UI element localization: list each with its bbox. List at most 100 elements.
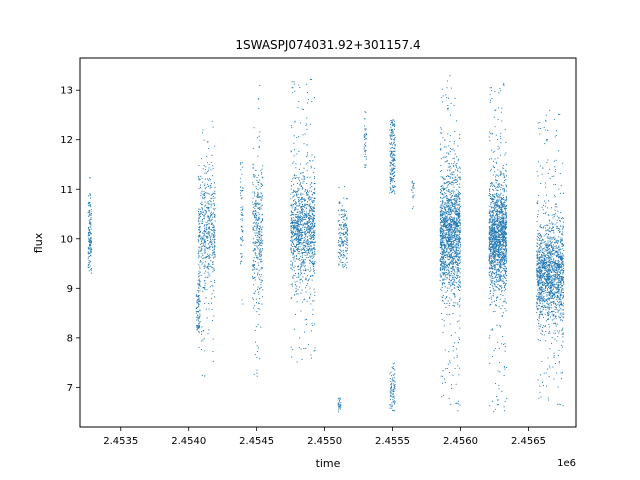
data-point xyxy=(440,276,442,278)
data-point xyxy=(207,220,209,222)
data-point xyxy=(253,225,255,227)
data-point xyxy=(307,197,309,199)
data-point xyxy=(442,214,444,216)
data-point xyxy=(297,265,299,267)
data-point xyxy=(346,237,348,239)
data-point xyxy=(308,220,310,222)
data-point xyxy=(212,263,214,265)
data-point xyxy=(294,90,296,92)
data-point xyxy=(301,235,303,236)
data-point xyxy=(311,241,313,243)
data-point xyxy=(312,207,314,209)
data-point xyxy=(309,212,310,214)
data-point xyxy=(447,201,449,203)
data-point xyxy=(392,185,394,187)
data-point xyxy=(443,256,445,258)
data-point xyxy=(497,219,499,221)
data-point xyxy=(206,216,208,218)
data-point xyxy=(447,243,449,245)
data-point xyxy=(298,258,300,260)
data-point xyxy=(457,302,459,304)
data-point xyxy=(345,226,347,228)
data-point xyxy=(89,243,91,245)
data-point xyxy=(209,245,211,247)
data-point xyxy=(256,268,258,270)
data-point xyxy=(339,398,341,400)
data-point xyxy=(210,222,212,224)
data-point xyxy=(209,178,211,180)
data-point xyxy=(88,231,90,233)
data-point xyxy=(499,224,501,226)
data-point xyxy=(490,250,492,252)
data-point xyxy=(451,267,453,269)
data-point xyxy=(87,211,89,213)
data-point xyxy=(453,269,455,271)
data-point xyxy=(208,207,210,209)
data-point xyxy=(445,307,447,309)
data-point xyxy=(488,239,490,241)
data-point xyxy=(447,209,449,211)
data-point xyxy=(440,253,442,255)
data-point xyxy=(256,242,258,244)
data-point xyxy=(209,257,211,259)
data-point xyxy=(209,193,211,195)
data-point xyxy=(498,270,500,272)
data-point xyxy=(443,249,445,251)
data-point xyxy=(455,221,457,223)
data-point xyxy=(442,226,444,228)
data-point xyxy=(303,248,305,250)
data-point xyxy=(444,203,446,205)
data-point xyxy=(292,274,294,276)
data-point xyxy=(297,220,299,222)
data-point xyxy=(309,226,311,228)
data-point xyxy=(300,237,302,239)
data-point xyxy=(394,185,396,187)
data-point xyxy=(339,246,341,248)
data-point xyxy=(299,222,301,224)
data-point xyxy=(491,198,493,200)
data-point xyxy=(457,241,459,243)
data-point xyxy=(211,233,213,235)
data-point xyxy=(262,242,264,244)
data-point xyxy=(447,232,449,234)
data-point xyxy=(294,221,296,223)
data-point xyxy=(456,204,458,206)
data-point xyxy=(456,166,458,168)
data-point xyxy=(454,284,456,286)
data-point xyxy=(447,266,449,268)
data-point xyxy=(202,193,204,195)
data-point xyxy=(441,254,443,256)
data-point xyxy=(298,243,300,245)
data-point xyxy=(90,228,92,230)
data-point xyxy=(449,217,451,219)
data-point xyxy=(240,260,242,262)
data-point xyxy=(365,142,367,144)
data-point xyxy=(206,225,208,227)
data-point xyxy=(310,198,312,200)
data-point xyxy=(290,240,292,242)
data-point xyxy=(293,248,295,250)
data-point xyxy=(457,264,459,266)
data-point xyxy=(390,179,392,181)
data-point xyxy=(256,236,258,238)
data-point xyxy=(389,177,391,179)
data-point xyxy=(299,199,301,201)
data-point xyxy=(261,245,263,247)
data-point xyxy=(311,323,313,325)
data-point xyxy=(303,210,305,212)
data-point xyxy=(445,368,447,370)
data-point xyxy=(494,187,496,189)
data-point xyxy=(310,354,312,356)
data-point xyxy=(448,287,450,289)
data-point xyxy=(291,356,293,358)
data-point xyxy=(448,252,450,254)
data-point xyxy=(310,217,312,219)
data-point xyxy=(340,402,342,404)
data-point xyxy=(456,355,458,357)
data-point xyxy=(255,217,257,219)
data-point xyxy=(505,242,507,244)
data-point xyxy=(392,366,394,368)
data-point xyxy=(338,407,340,409)
data-point xyxy=(308,249,310,251)
data-point xyxy=(441,248,443,250)
